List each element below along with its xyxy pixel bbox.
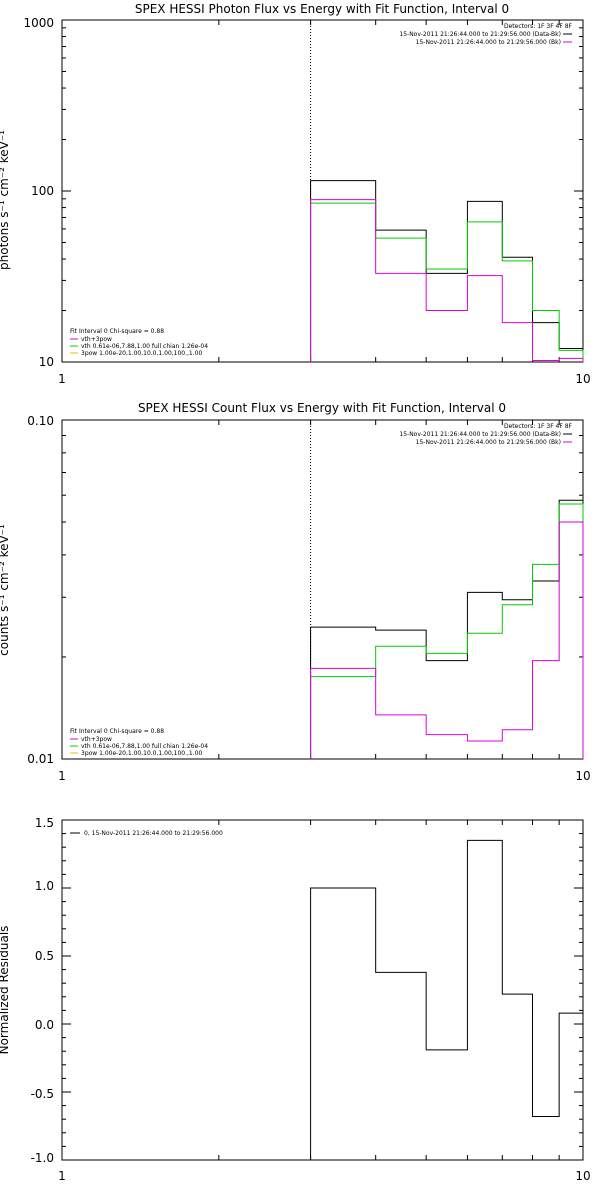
plot-area	[61, 419, 584, 760]
legend-text: vth 0.61e-06,7.88,1.00 full chian 1.26e-…	[81, 343, 208, 350]
legend-left: 0, 15-Nov-2011 21:26:44.000 to 21:29:56.…	[70, 830, 223, 837]
plot-frame	[61, 819, 584, 1161]
plot-area	[61, 819, 584, 1161]
legend-text: 3pow 1.00e-20,1.00,10.0,1.00,100.,1.00	[81, 350, 202, 357]
legend-text: 3pow 1.00e-20,1.00,10.0,1.00,100.,1.00	[81, 750, 202, 757]
y-tick-label: 0.0	[35, 1018, 54, 1032]
legend-left: Fit Interval 0 Chi-square = 0.88 vth+3po…	[70, 328, 208, 357]
y-tick-label: 1000	[23, 16, 54, 30]
y-tick-label: 1.0	[35, 879, 54, 893]
y-tick-label: -0.5	[31, 1087, 54, 1101]
legend-text: 0, 15-Nov-2011 21:26:44.000 to 21:29:56.…	[84, 830, 223, 837]
legend-right: Detectors: 1F 3F 4F 8F 15-Nov-2011 21:26…	[399, 23, 572, 46]
legend-left: Fit Interval 0 Chi-square = 0.88 vth+3po…	[70, 728, 208, 757]
y-axis-label: Normalized Residuals	[0, 926, 11, 1055]
photon-flux-panel: SPEX HESSI Photon Flux vs Energy with Fi…	[0, 2, 591, 386]
legend-text: Detectors: 1F 3F 4F 8F	[504, 423, 573, 430]
y-tick-label: 0.5	[35, 949, 54, 963]
y-tick-label: 1.5	[35, 816, 54, 830]
legend-text: Detectors: 1F 3F 4F 8F	[504, 23, 573, 30]
legend-text: vth 0.61e-06,7.88,1.00 full chian 1.26e-…	[81, 743, 208, 750]
legend-text: Fit Interval 0 Chi-square = 0.88	[70, 328, 164, 335]
x-tick-label: 1	[58, 769, 66, 783]
panel-title: SPEX HESSI Photon Flux vs Energy with Fi…	[135, 2, 509, 16]
legend-text: Fit Interval 0 Chi-square = 0.88	[70, 728, 164, 735]
y-axis-label: photons s⁻¹ cm⁻² keV⁻¹	[0, 130, 11, 270]
y-tick-label: 10	[39, 355, 54, 369]
legend-text: vth+3pow	[81, 336, 112, 343]
y-tick-label: 100	[31, 184, 54, 198]
series-0-line	[310, 839, 584, 1160]
legend-text: 15-Nov-2011 21:26:44.000 to 21:29:56.000…	[416, 439, 561, 446]
panel-title: SPEX HESSI Count Flux vs Energy with Fit…	[138, 401, 506, 415]
legend-text: 15-Nov-2011 21:26:44.000 to 21:29:56.000…	[416, 39, 561, 46]
count-flux-panel: SPEX HESSI Count Flux vs Energy with Fit…	[0, 401, 591, 783]
legend-text: 15-Nov-2011 21:26:44.000 to 21:29:56.000…	[399, 31, 561, 38]
x-tick-label: 10	[575, 372, 590, 386]
x-tick-label: 10	[575, 1169, 590, 1183]
legend-right: Detectors: 1F 3F 4F 8F 15-Nov-2011 21:26…	[399, 423, 572, 446]
residuals-panel: Normalized Residuals 1.5 1.0 0.5 0.0 -0.…	[0, 816, 591, 1183]
plot-area	[61, 19, 584, 363]
x-tick-label: 1	[58, 372, 66, 386]
legend-text: vth+3pow	[81, 736, 112, 743]
series-2-line	[310, 199, 584, 362]
x-tick-label: 1	[58, 1169, 66, 1183]
y-axis-label: counts s⁻¹ cm⁻² keV⁻¹	[0, 524, 11, 656]
legend-text: 15-Nov-2011 21:26:44.000 to 21:29:56.000…	[399, 431, 561, 438]
y-tick-label: 0.01	[27, 752, 54, 766]
series-2-line	[310, 521, 584, 759]
y-tick-label: 0.10	[27, 414, 54, 428]
x-tick-label: 10	[575, 769, 590, 783]
y-tick-label: -1.0	[31, 1151, 54, 1165]
